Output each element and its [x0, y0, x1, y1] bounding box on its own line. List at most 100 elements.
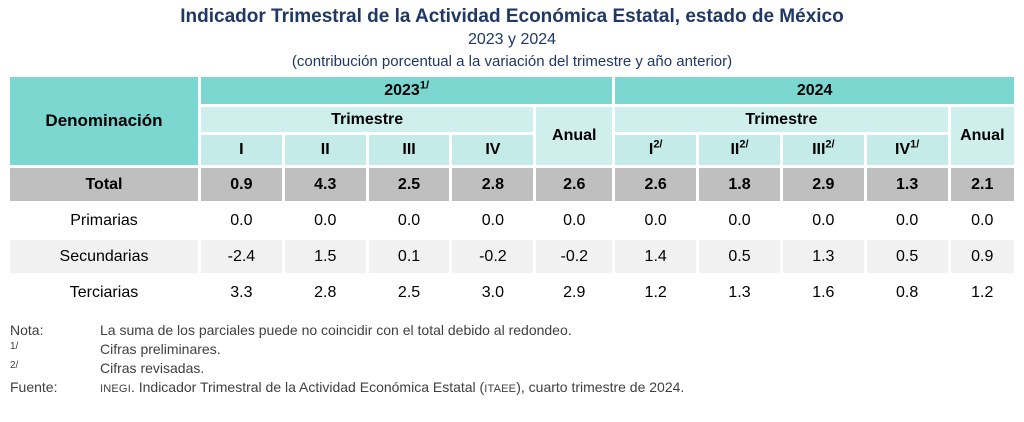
- page-title: Indicador Trimestral de la Actividad Eco…: [180, 6, 844, 27]
- value-cell: 2.8: [452, 168, 534, 201]
- quarter-header: IV1/: [866, 135, 948, 165]
- table-row-total: Total 0.9 4.3 2.5 2.8 2.6 2.6 1.8 2.9 1.…: [10, 168, 1014, 201]
- note-2: 2/ Cifras revisadas.: [10, 359, 1017, 378]
- note-nota: Nota: La suma de los parciales puede no …: [10, 321, 1017, 340]
- note-1: 1/ Cifras preliminares.: [10, 340, 1017, 359]
- year-header-2023: 20231/: [200, 77, 613, 104]
- quarter-label: IV: [895, 141, 911, 158]
- value-cell: 2.1: [950, 168, 1014, 201]
- note-fuente: Fuente: INEGI. Indicador Trimestral de l…: [10, 378, 1017, 399]
- value-cell: 0.9: [200, 168, 282, 201]
- value-cell: 0.0: [284, 204, 366, 237]
- fuente-text: ), cuarto trimestre de 2024.: [516, 379, 685, 395]
- note-text: Cifras preliminares.: [100, 341, 221, 357]
- anual-header-2023: Anual: [536, 107, 613, 165]
- value-cell: 0.5: [866, 240, 948, 273]
- value-cell: 2.6: [536, 168, 613, 201]
- row-label: Primarias: [10, 204, 198, 237]
- value-cell: 3.0: [452, 276, 534, 309]
- value-cell: 0.0: [866, 204, 948, 237]
- value-cell: 2.9: [536, 276, 613, 309]
- value-cell: 2.8: [284, 276, 366, 309]
- note-label: Fuente:: [10, 379, 58, 395]
- quarter-label: III: [812, 141, 826, 158]
- table-row-terciarias: Terciarias 3.3 2.8 2.5 3.0 2.9 1.2 1.3 1…: [10, 276, 1014, 309]
- footnote-marker: 1/: [910, 138, 920, 151]
- value-cell: 2.9: [782, 168, 864, 201]
- subtitle-description: (contribución porcentual a la variación …: [291, 53, 733, 70]
- quarter-label: IV: [485, 141, 501, 158]
- value-cell: 1.3: [866, 168, 948, 201]
- value-cell: 0.1: [368, 240, 450, 273]
- fuente-text: . Indicador Trimestral de la Actividad E…: [130, 379, 485, 395]
- table-row-primarias: Primarias 0.0 0.0 0.0 0.0 0.0 0.0 0.0 0.…: [10, 204, 1014, 237]
- value-cell: -2.4: [200, 240, 282, 273]
- quarter-label: II: [730, 141, 740, 158]
- value-cell: 1.5: [284, 240, 366, 273]
- quarter-header: II2/: [699, 135, 780, 165]
- value-cell: 0.0: [536, 204, 613, 237]
- value-cell: 1.8: [699, 168, 780, 201]
- year-label: 2023: [384, 81, 420, 99]
- trimestre-header-2024: Trimestre: [615, 107, 948, 132]
- value-cell: 3.3: [200, 276, 282, 309]
- value-cell: 0.0: [368, 204, 450, 237]
- note-text: La suma de los parciales puede no coinci…: [100, 322, 572, 338]
- table-row-secundarias: Secundarias -2.4 1.5 0.1 -0.2 -0.2 1.4 0…: [10, 240, 1014, 273]
- value-cell: 2.5: [368, 276, 450, 309]
- inegi-acronym: INEGI: [100, 383, 131, 395]
- year-header-2024: 2024: [615, 77, 1014, 104]
- trimestre-header-2023: Trimestre: [200, 107, 534, 132]
- row-label: Secundarias: [10, 240, 198, 273]
- value-cell: 0.0: [950, 204, 1014, 237]
- value-cell: 1.3: [699, 276, 780, 309]
- value-cell: 0.0: [452, 204, 534, 237]
- quarter-header: I: [200, 135, 282, 165]
- footnote-marker: 2/: [739, 138, 749, 151]
- value-cell: 1.4: [615, 240, 697, 273]
- quarter-label: II: [320, 141, 330, 158]
- quarter-header: I2/: [615, 135, 697, 165]
- value-cell: 1.2: [615, 276, 697, 309]
- note-label: 2/: [10, 360, 19, 371]
- quarter-label: I: [239, 141, 244, 158]
- itaee-table: Denominación 20231/ 2024 Trimestre Anual…: [7, 74, 1017, 312]
- quarter-header: II: [284, 135, 366, 165]
- value-cell: 0.0: [782, 204, 864, 237]
- value-cell: -0.2: [452, 240, 534, 273]
- quarter-header: IV: [452, 135, 534, 165]
- note-label: Nota:: [10, 322, 44, 338]
- footnote-marker: 1/: [419, 79, 430, 92]
- value-cell: 0.5: [699, 240, 780, 273]
- value-cell: 0.0: [699, 204, 780, 237]
- quarter-label: I: [648, 141, 654, 158]
- footnotes: Nota: La suma de los parciales puede no …: [7, 321, 1017, 399]
- value-cell: -0.2: [536, 240, 613, 273]
- quarter-header: III2/: [782, 135, 864, 165]
- value-cell: 4.3: [284, 168, 366, 201]
- anual-header-2024: Anual: [950, 107, 1014, 165]
- value-cell: 0.8: [866, 276, 948, 309]
- value-cell: 0.0: [200, 204, 282, 237]
- row-label: Total: [10, 168, 198, 201]
- value-cell: 2.6: [615, 168, 697, 201]
- header-row-trimestre: Trimestre Anual Trimestre Anual: [10, 107, 1014, 165]
- subtitle-years: 2023 y 2024: [467, 31, 557, 48]
- value-cell: 1.3: [782, 240, 864, 273]
- itaee-acronym: ITAEE: [484, 383, 517, 395]
- row-label: Terciarias: [10, 276, 198, 309]
- value-cell: 2.5: [368, 168, 450, 201]
- note-label: 1/: [10, 341, 19, 352]
- value-cell: 1.2: [950, 276, 1014, 309]
- value-cell: 0.9: [950, 240, 1014, 273]
- footnote-marker: 2/: [653, 138, 663, 151]
- quarter-header: III: [368, 135, 450, 165]
- year-label: 2024: [796, 81, 833, 99]
- quarter-label: III: [402, 141, 416, 158]
- header-row-quarters: I II III IV I2/ II2/ III2/ IV1/: [10, 135, 1014, 165]
- value-cell: 1.6: [782, 276, 864, 309]
- header-row-years: Denominación 20231/ 2024: [10, 77, 1014, 165]
- value-cell: 0.0: [615, 204, 697, 237]
- denomination-header: Denominación: [10, 77, 198, 165]
